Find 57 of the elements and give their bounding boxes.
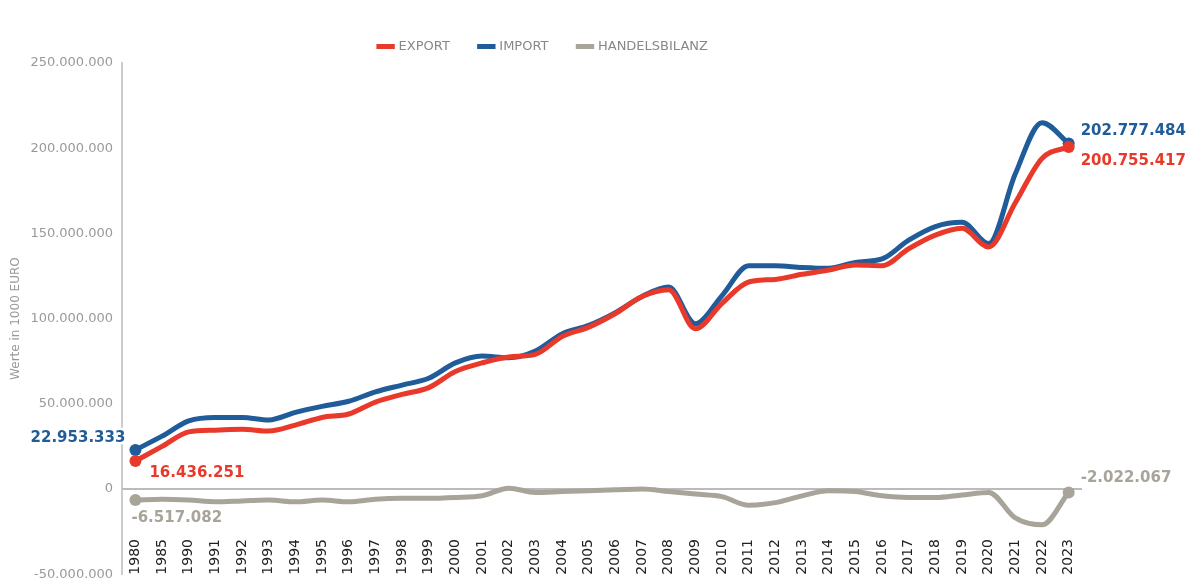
y-tick-label: 200.000.000 [30,139,114,155]
x-tick-label: 1994 [286,538,303,575]
data-label: 200.755.417 [1080,150,1187,169]
x-tick-label: 1985 [152,539,169,575]
x-tick-label: 2003 [526,539,543,575]
x-tick-label: 1998 [392,539,409,575]
x-tick-label: 2009 [686,539,703,575]
x-tick-label: 2020 [979,539,996,575]
x-tick-label: 2015 [846,539,862,575]
x-tick-label: 1991 [206,539,223,575]
x-tick-label: 1990 [179,539,196,575]
y-tick-label: 100.000.000 [30,309,114,325]
x-tick-label: 2022 [1032,539,1049,575]
x-tick-label: 1997 [366,539,383,575]
x-tick-label: 2014 [819,538,836,575]
legend-label: HANDELSBILANZ [597,37,708,53]
x-tick-label: 1999 [419,539,436,575]
point [129,443,142,456]
x-tick-label: 2023 [1059,539,1076,575]
y-axis-title: Werte in 1000 EURO [8,257,23,380]
point [1062,486,1075,499]
data-label: 22.953.333 [30,427,126,446]
x-tick-label: 2006 [606,538,623,575]
x-tick-label: 2018 [925,539,942,575]
x-tick-label: 2010 [712,539,729,575]
x-tick-label: 1993 [259,539,276,575]
data-label: 16.436.251 [149,462,245,481]
data-label: -2.022.067 [1080,468,1172,487]
data-label: 202.777.484 [1080,121,1187,140]
x-tick-label: 2017 [899,539,916,575]
x-tick-label: 2002 [499,539,516,575]
x-tick-label: 2016 [872,538,889,575]
x-tick-label: 2005 [579,539,596,575]
y-tick-label: 150.000.000 [30,224,114,240]
x-tick-label: 2021 [1005,539,1022,575]
x-tick-label: 2011 [739,539,756,575]
y-tick-label: 50.000.000 [38,395,114,411]
y-tick-label: 250.000.000 [30,54,114,70]
x-tick-label: 2001 [472,539,489,575]
x-tick-label: 2000 [446,539,463,575]
x-tick-label: 1980 [126,539,143,575]
x-tick-label: 2012 [766,539,783,575]
x-tick-label: 2004 [552,538,569,575]
point [129,454,142,467]
x-tick-label: 1995 [312,539,329,575]
y-tick-label: 0 [104,480,114,496]
x-tick-label: 2008 [659,539,676,575]
y-tick-label: -50.000.000 [33,565,114,581]
x-tick-label: 2013 [792,539,809,575]
data-label: -6.517.082 [131,508,223,526]
legend-label: EXPORT [398,37,450,53]
x-tick-label: 2007 [632,539,649,575]
legend-label: IMPORT [499,37,549,53]
point [129,494,142,507]
x-tick-label: 2019 [952,539,969,575]
x-tick-label: 1996 [339,538,356,575]
x-tick-label: 1992 [232,539,249,575]
